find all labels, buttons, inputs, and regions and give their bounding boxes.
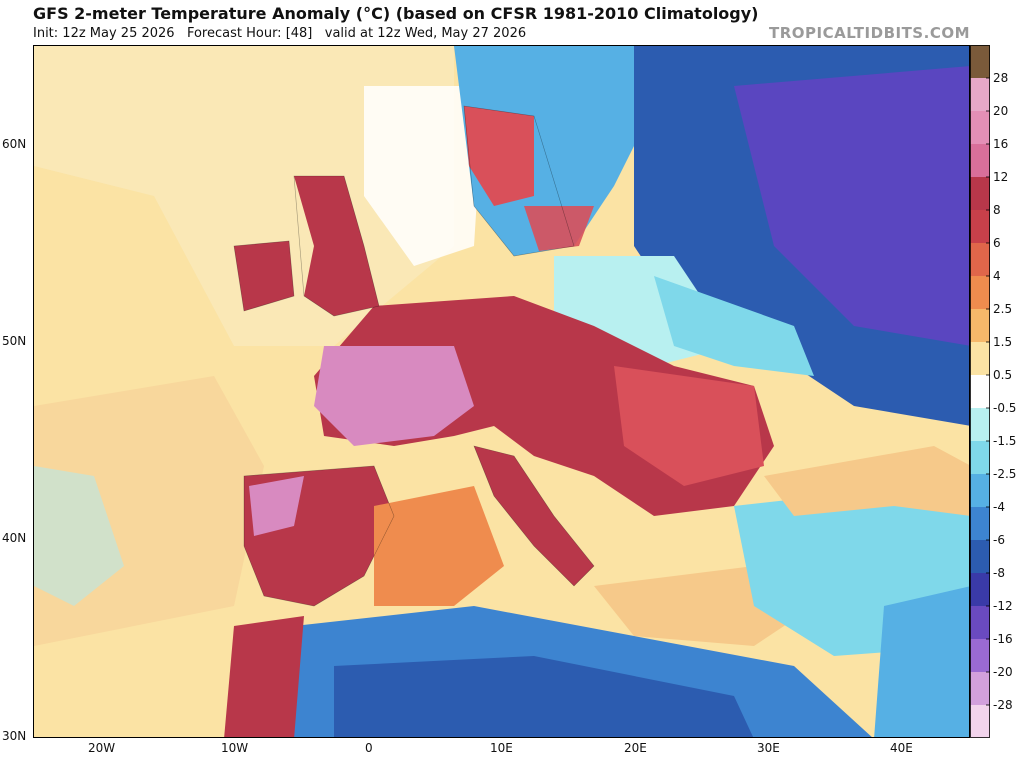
lat-label: 60N — [2, 137, 27, 151]
colorbar-swatch — [970, 276, 990, 310]
colorbar-label: -8 — [993, 566, 1005, 580]
colorbar-label: -4 — [993, 500, 1005, 514]
lat-label: 50N — [2, 334, 27, 348]
lon-label: 10W — [221, 741, 249, 755]
colorbar-swatch — [970, 408, 990, 442]
colorbar-label: -0.5 — [993, 401, 1016, 415]
colorbar-border — [970, 45, 990, 738]
italy — [474, 446, 594, 586]
colorbar-swatch — [970, 540, 990, 574]
ireland — [234, 241, 294, 311]
coastline-hints — [233, 105, 595, 607]
lon-label: 20E — [624, 741, 647, 755]
lat-label: 30N — [2, 729, 27, 743]
colorbar-swatch — [970, 507, 990, 541]
colorbar-label: -6 — [993, 533, 1005, 547]
colorbar-label: -1.5 — [993, 434, 1016, 448]
western-med — [374, 486, 504, 606]
colorbar-label: 1.5 — [993, 335, 1012, 349]
morocco-hot — [224, 616, 304, 737]
colorbar-swatch — [970, 375, 990, 409]
black-sea — [764, 446, 969, 516]
colorbar-swatch — [970, 342, 990, 376]
lon-label: 30E — [757, 741, 780, 755]
lat-label: 40N — [2, 531, 27, 545]
colorbar: 28 20 16 12 8 6 4 2.5 1.5 0.5 -0.5 -1.5 -2.5 -4 -6 -8 -1… — [970, 45, 1016, 738]
russia-very-cold — [734, 66, 969, 346]
lon-label: 40E — [890, 741, 913, 755]
colorbar-swatch — [970, 672, 990, 706]
france-pink — [314, 346, 474, 446]
lon-label: 20W — [88, 741, 116, 755]
colorbar-label: 2.5 — [993, 302, 1012, 316]
balkans-warm — [614, 366, 764, 486]
colorbar-swatch — [970, 606, 990, 640]
lon-label: 0 — [365, 741, 373, 755]
colorbar-label: 4 — [993, 269, 1001, 283]
great-britain — [294, 176, 379, 316]
colorbar-swatch — [970, 45, 990, 79]
colorbar-swatch — [970, 78, 990, 112]
colorbar-swatch — [970, 210, 990, 244]
colorbar-swatch — [970, 144, 990, 178]
colorbar-swatch — [970, 309, 990, 343]
cool-ocean-patch — [34, 466, 124, 606]
map-title: GFS 2-meter Temperature Anomaly (°C) (ba… — [33, 4, 759, 23]
colorbar-label: 20 — [993, 104, 1008, 118]
brand-watermark[interactable]: TROPICALTIDBITS.COM — [769, 24, 970, 42]
colorbar-swatch — [970, 639, 990, 673]
colorbar-swatch — [970, 243, 990, 277]
colorbar-swatch — [970, 111, 990, 145]
colorbar-label: 0.5 — [993, 368, 1012, 382]
map-subtitle: Init: 12z May 25 2026 Forecast Hour: [48… — [33, 26, 527, 41]
colorbar-label: 6 — [993, 236, 1001, 250]
lon-label: 10E — [490, 741, 513, 755]
colorbar-label: -16 — [993, 632, 1013, 646]
colorbar-swatch — [970, 573, 990, 607]
norway-warm — [464, 106, 534, 206]
colorbar-label: 8 — [993, 203, 1001, 217]
colorbar-swatch — [970, 177, 990, 211]
colorbar-swatch — [970, 474, 990, 508]
north-sea-neutral — [364, 86, 484, 266]
colorbar-swatch — [970, 441, 990, 475]
colorbar-label: -20 — [993, 665, 1013, 679]
colorbar-label: 28 — [993, 71, 1008, 85]
colorbar-label: 12 — [993, 170, 1008, 184]
anomaly-map[interactable] — [33, 45, 970, 738]
colorbar-label: -2.5 — [993, 467, 1016, 481]
colorbar-label: -12 — [993, 599, 1013, 613]
colorbar-swatch — [970, 705, 990, 738]
colorbar-label: -28 — [993, 698, 1013, 712]
colorbar-label: 16 — [993, 137, 1008, 151]
